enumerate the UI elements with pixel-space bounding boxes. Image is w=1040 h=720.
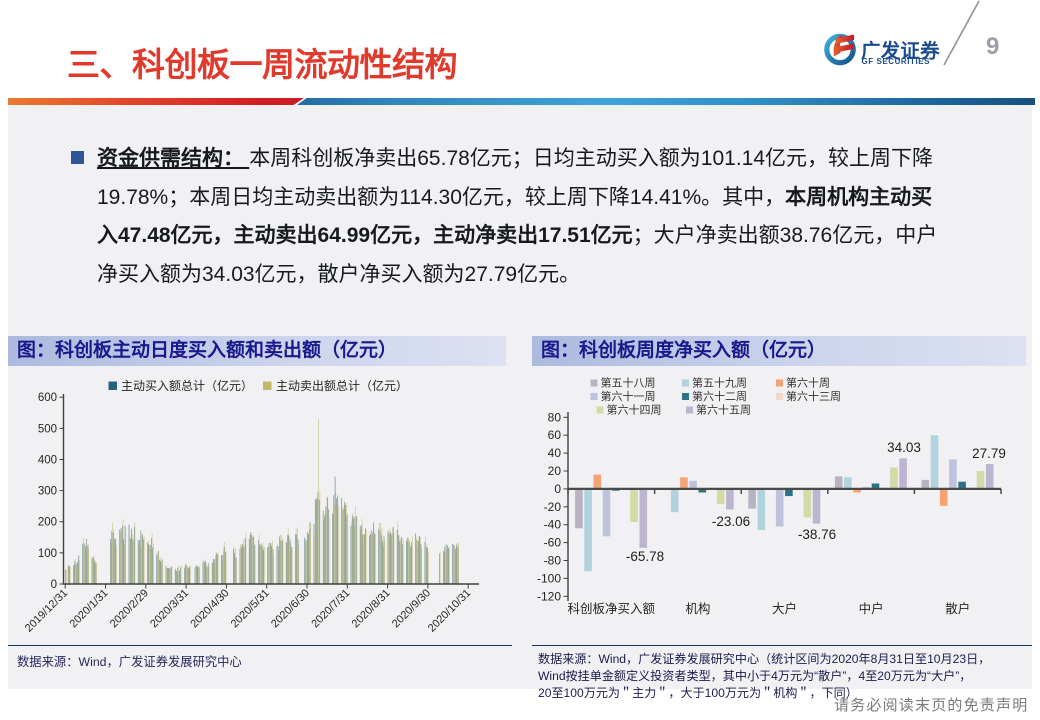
svg-text:2020/2/29: 2020/2/29: [108, 587, 151, 630]
svg-text:34.03: 34.03: [887, 440, 921, 455]
svg-text:2020/7/31: 2020/7/31: [309, 587, 352, 630]
svg-text:2020/9/30: 2020/9/30: [390, 587, 433, 630]
svg-text:第六十四周: 第六十四周: [607, 403, 662, 417]
svg-text:2020/1/31: 2020/1/31: [68, 587, 111, 630]
svg-text:-38.76: -38.76: [798, 527, 836, 542]
svg-text:第六十一周: 第六十一周: [601, 389, 656, 403]
svg-text:2020/10/31: 2020/10/31: [426, 587, 473, 634]
svg-text:2020/4/30: 2020/4/30: [188, 587, 231, 630]
svg-text:2020/6/30: 2020/6/30: [269, 587, 312, 630]
svg-text:第六十三周: 第六十三周: [786, 389, 841, 403]
svg-text:-20: -20: [544, 500, 562, 514]
svg-text:200: 200: [38, 517, 57, 529]
svg-text:500: 500: [38, 423, 57, 435]
svg-text:2020/3/31: 2020/3/31: [148, 587, 191, 630]
svg-text:80: 80: [548, 410, 562, 424]
svg-text:第六十周: 第六十周: [786, 376, 830, 390]
svg-text:科创板净买入额: 科创板净买入额: [568, 602, 656, 616]
svg-text:600: 600: [38, 392, 57, 404]
svg-text:2019/12/31: 2019/12/31: [23, 587, 70, 634]
svg-text:27.79: 27.79: [972, 446, 1006, 461]
svg-text:第六十五周: 第六十五周: [696, 403, 751, 417]
svg-text:-40: -40: [544, 518, 562, 532]
svg-text:20: 20: [548, 464, 562, 478]
svg-text:机构: 机构: [685, 601, 710, 616]
svg-text:广发证券: 广发证券: [861, 40, 940, 63]
svg-text:主动卖出额总计（亿元）: 主动卖出额总计（亿元）: [276, 378, 408, 393]
svg-text:2020/8/31: 2020/8/31: [350, 587, 393, 630]
svg-text:0: 0: [554, 482, 561, 496]
svg-text:400: 400: [38, 455, 57, 467]
svg-text:60: 60: [548, 428, 562, 442]
svg-text:2020/5/31: 2020/5/31: [229, 587, 272, 630]
svg-text:散户: 散户: [945, 601, 970, 616]
svg-text:0: 0: [51, 579, 57, 591]
svg-text:100: 100: [38, 548, 57, 560]
svg-text:40: 40: [548, 446, 562, 460]
svg-text:300: 300: [38, 486, 57, 498]
svg-text:-120: -120: [537, 589, 561, 603]
svg-text:中户: 中户: [859, 601, 884, 616]
svg-text:-60: -60: [544, 536, 562, 550]
svg-text:GF SECURITIES: GF SECURITIES: [862, 57, 931, 66]
svg-text:大户: 大户: [772, 601, 797, 616]
svg-text:-80: -80: [544, 554, 562, 568]
svg-text:-100: -100: [537, 571, 561, 585]
svg-text:第五十九周: 第五十九周: [692, 376, 747, 390]
svg-text:-23.06: -23.06: [712, 514, 750, 529]
svg-text:-65.78: -65.78: [626, 549, 664, 564]
svg-text:第六十二周: 第六十二周: [692, 389, 747, 403]
svg-text:主动买入额总计（亿元）: 主动买入额总计（亿元）: [121, 378, 253, 393]
svg-text:第五十八周: 第五十八周: [601, 376, 656, 390]
